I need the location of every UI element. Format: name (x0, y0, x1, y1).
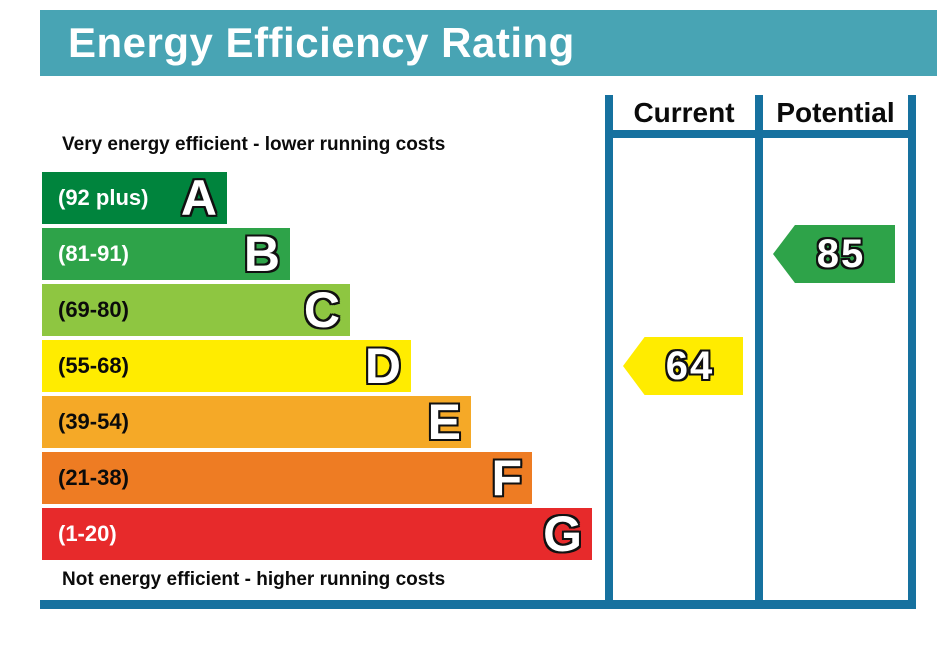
potential-rating-arrow: 85 (773, 225, 895, 283)
band-b: (81-91) B (42, 228, 290, 280)
band-d-range: (55-68) (58, 353, 129, 378)
page-title: Energy Efficiency Rating (68, 19, 575, 66)
potential-rating-value: 85 (816, 231, 866, 276)
current-column-header: Current (633, 97, 735, 128)
caption-very-efficient: Very energy efficient - lower running co… (62, 134, 446, 155)
band-a: (92 plus) A (42, 172, 227, 224)
band-f-range: (21-38) (58, 465, 129, 490)
potential-column-header: Potential (776, 97, 895, 128)
band-e: (39-54) E (42, 396, 471, 448)
band-a-range: (92 plus) (58, 185, 149, 210)
band-d-letter: D (364, 338, 401, 394)
band-c-letter: C (303, 282, 340, 338)
caption-not-efficient: Not energy efficient - higher running co… (62, 569, 446, 590)
band-b-letter: B (243, 226, 280, 282)
band-g-range: (1-20) (58, 521, 117, 546)
band-f: (21-38) F (42, 452, 532, 504)
current-rating-arrow: 64 (623, 337, 743, 395)
chart-header: Energy Efficiency Rating (40, 10, 937, 76)
rating-bands: (92 plus) A (81-91) B (69-80) C (55-68) … (42, 172, 592, 564)
current-rating-value: 64 (665, 343, 715, 388)
band-g-letter: G (543, 506, 582, 562)
band-g: (1-20) G (42, 508, 592, 560)
column-header-underline (605, 130, 916, 138)
band-f-letter: F (491, 450, 522, 506)
current-column-left-border (605, 95, 613, 609)
band-d: (55-68) D (42, 340, 411, 392)
band-c-range: (69-80) (58, 297, 129, 322)
band-c: (69-80) C (42, 284, 350, 336)
band-b-range: (81-91) (58, 241, 129, 266)
band-a-letter: A (180, 170, 217, 226)
potential-column-right-border (908, 95, 916, 609)
band-e-range: (39-54) (58, 409, 129, 434)
chart-bottom-border (40, 600, 916, 609)
band-e-letter: E (427, 394, 461, 450)
column-divider-border (755, 95, 763, 609)
